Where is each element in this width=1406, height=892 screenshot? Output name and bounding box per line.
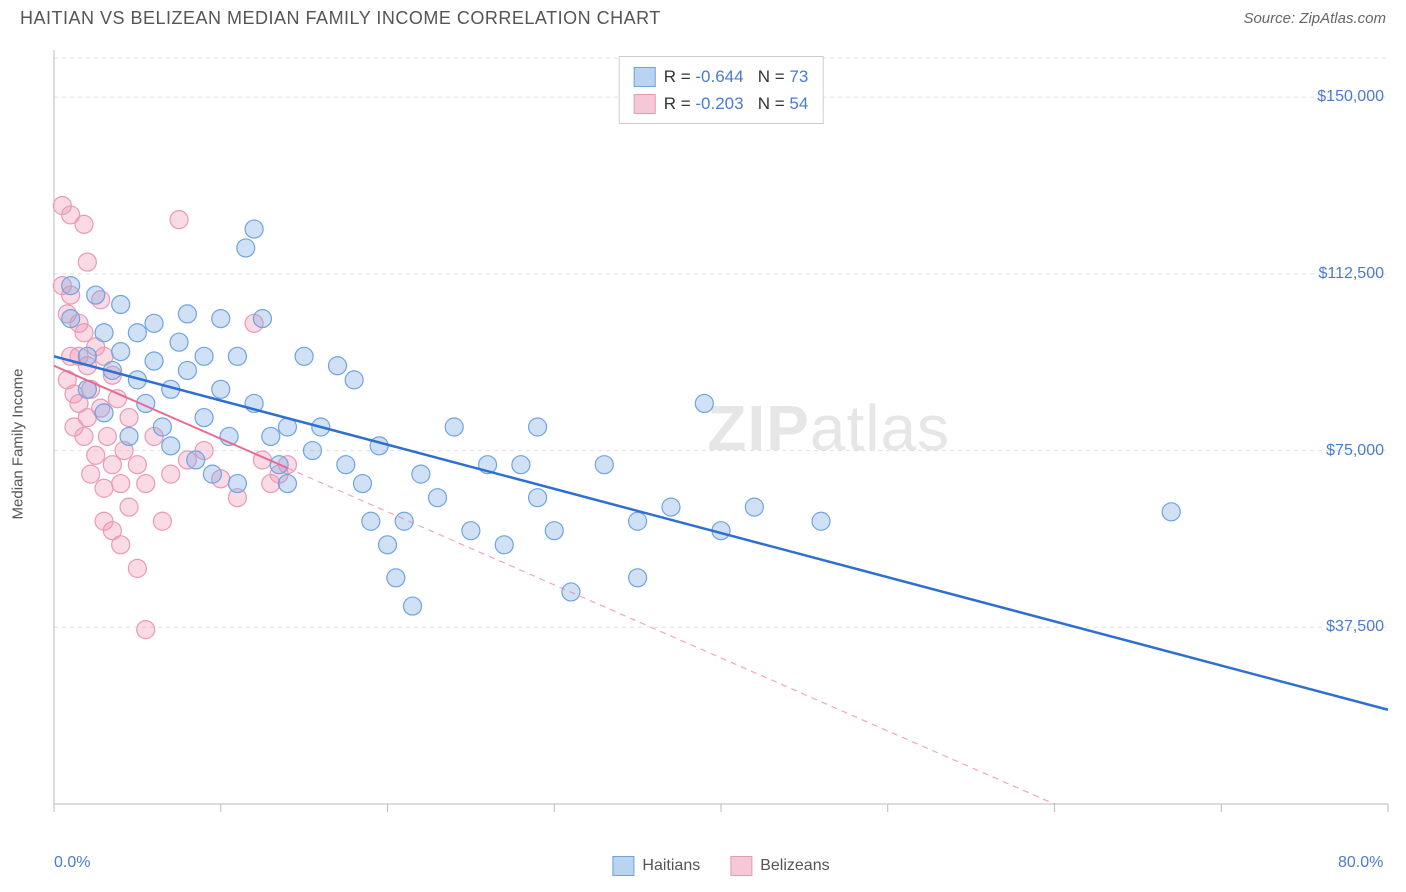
swatch-blue-icon <box>612 856 634 876</box>
legend-row-belizeans: R = -0.203 N = 54 <box>634 90 809 117</box>
swatch-blue <box>634 67 656 87</box>
y-axis-label: Median Family Income <box>10 369 27 520</box>
source-attribution: Source: ZipAtlas.com <box>1243 10 1386 27</box>
r-value-haitians: -0.644 <box>695 67 743 86</box>
y-tick-label: $150,000 <box>1317 88 1384 106</box>
chart-title: HAITIAN VS BELIZEAN MEDIAN FAMILY INCOME… <box>20 8 661 29</box>
scatter-plot <box>48 44 1394 844</box>
legend-item-belizeans: Belizeans <box>730 856 829 876</box>
y-tick-label: $37,500 <box>1326 618 1384 636</box>
x-tick-max: 80.0% <box>1338 854 1383 872</box>
legend-item-haitians: Haitians <box>612 856 700 876</box>
x-tick-min: 0.0% <box>54 854 90 872</box>
swatch-pink-icon <box>730 856 752 876</box>
y-tick-label: $75,000 <box>1326 442 1384 460</box>
y-tick-label: $112,500 <box>1318 265 1384 283</box>
r-value-belizeans: -0.203 <box>695 94 743 113</box>
n-value-haitians: 73 <box>789 67 808 86</box>
chart-container: Median Family Income ZIPatlas R = -0.644… <box>48 44 1394 844</box>
series-legend: Haitians Belizeans <box>612 856 829 876</box>
swatch-pink <box>634 94 656 114</box>
legend-label-belizeans: Belizeans <box>760 857 829 875</box>
legend-label-haitians: Haitians <box>642 857 700 875</box>
n-value-belizeans: 54 <box>789 94 808 113</box>
legend-row-haitians: R = -0.644 N = 73 <box>634 63 809 90</box>
correlation-legend: R = -0.644 N = 73 R = -0.203 N = 54 <box>619 56 824 124</box>
